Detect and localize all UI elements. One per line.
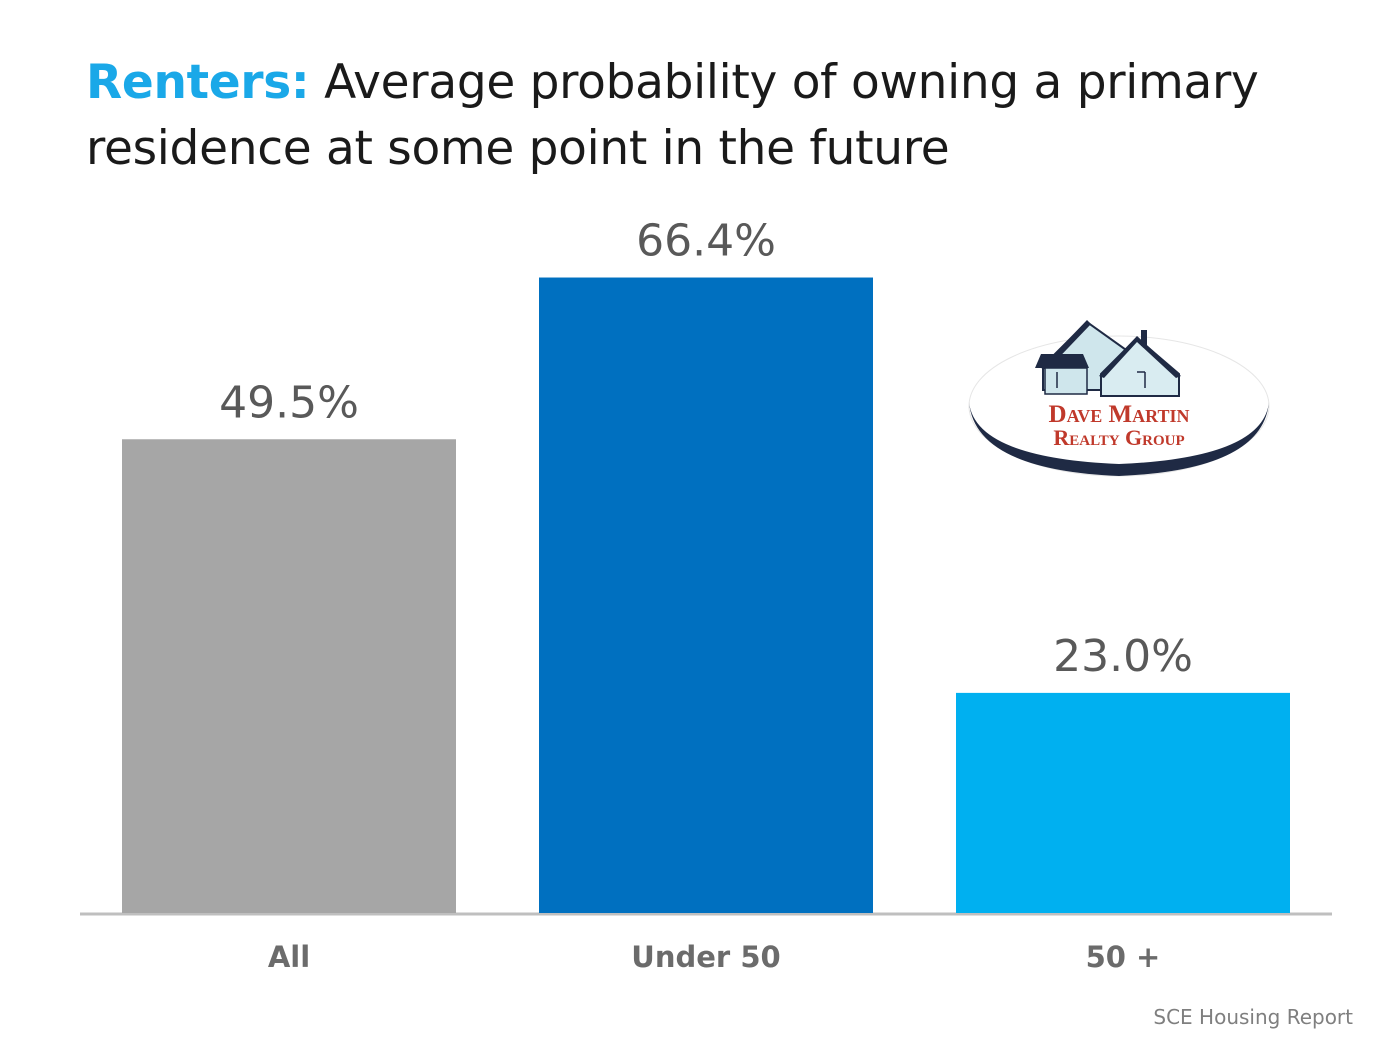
title-accent: Renters: <box>86 55 310 110</box>
company-logo: Dave Martin Realty Group <box>965 318 1273 480</box>
bar-50 <box>956 692 1290 913</box>
category-label: All <box>268 940 310 974</box>
category-label: 50 + <box>1086 940 1161 974</box>
data-label: 23.0% <box>1053 631 1193 682</box>
logo-line2: Realty Group <box>1053 425 1184 450</box>
chart-title: Renters: Average probability of owning a… <box>86 50 1286 182</box>
data-label: 49.5% <box>219 377 359 428</box>
source-note: SCE Housing Report <box>1153 1005 1353 1029</box>
logo-line1: Dave Martin <box>1049 401 1190 428</box>
data-label: 66.4% <box>636 216 776 267</box>
house-logo-icon: Dave Martin Realty Group <box>968 320 1270 477</box>
bar-all <box>122 439 456 913</box>
title-text: Average probability of owning a primary … <box>86 55 1259 176</box>
bar-under-50 <box>539 277 873 913</box>
category-label: Under 50 <box>631 940 780 974</box>
